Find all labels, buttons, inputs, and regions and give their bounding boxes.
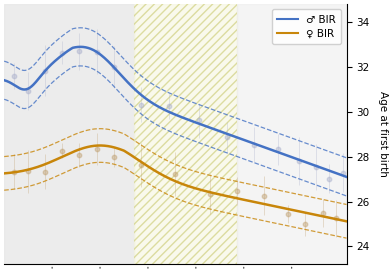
- Y-axis label: Age at first birth: Age at first birth: [378, 91, 388, 177]
- Legend: ♂ BIR, ♀ BIR: ♂ BIR, ♀ BIR: [272, 9, 341, 44]
- Bar: [134, 4, 237, 264]
- Bar: [237, 4, 347, 264]
- Bar: [134, 4, 237, 264]
- Bar: [4, 4, 134, 264]
